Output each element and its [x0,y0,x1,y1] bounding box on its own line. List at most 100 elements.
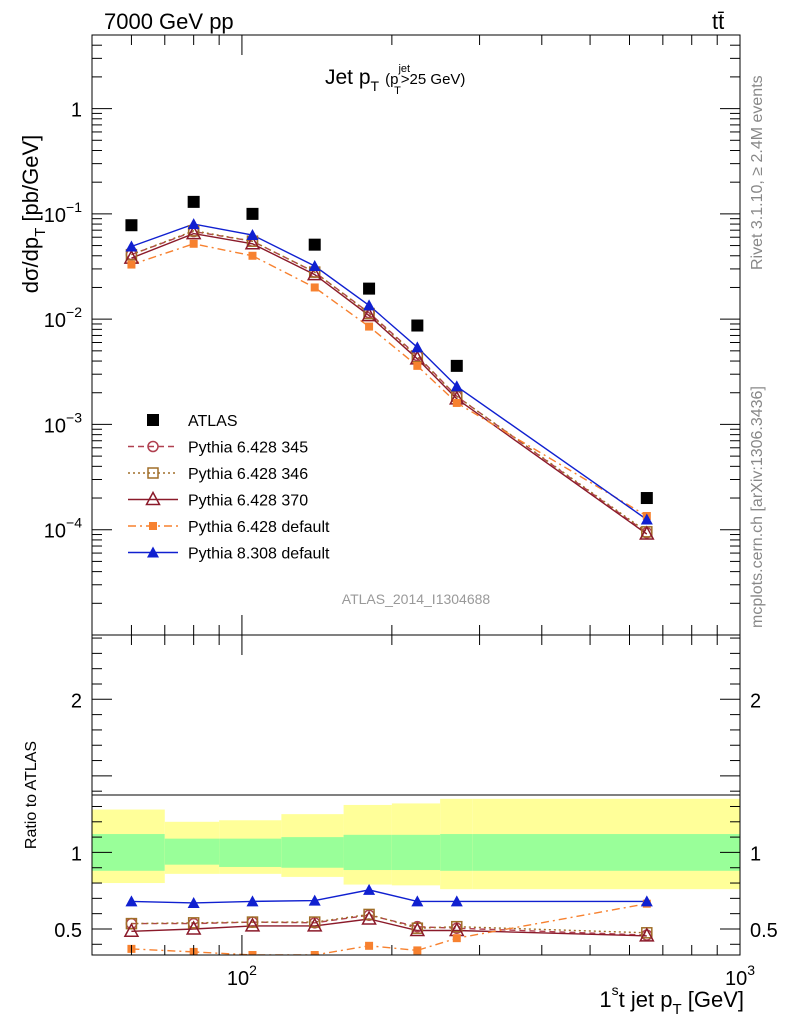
ratio-point-pythia-8-308-default [363,883,376,895]
ratio-point-pythia-8-308-default [450,895,463,907]
y-tick-label: 1 [71,100,82,122]
main-line-pythia-6-428-370 [131,232,648,535]
main-point-pythia-6-428-370 [244,235,261,250]
xlabel-sup: s [612,982,619,998]
legend-label-pythia-6-428-default: Pythia 6.428 default [188,519,330,536]
main-axis-ticks: 1 10−1 10−2 10−3 10−4 [44,34,741,636]
legend-label-pythia-6-428-370: Pythia 6.428 370 [188,493,308,510]
ratio-point-pythia-6-428-370 [185,920,202,935]
main-point-atlas [187,195,200,208]
main-point-pythia-6-428-370 [185,224,202,240]
main-point-pythia-6-428-default [365,322,374,331]
ratio-point-pythia-6-428-default [413,946,422,955]
ratio-point-pythia-6-428-346 [363,908,375,921]
header-left: 7000 GeV pp [104,9,234,34]
main-point-pythia-6-428-default [413,361,422,370]
main-line-pythia-6-428-default [131,243,648,517]
main-line-pythia-6-428-346 [131,230,648,533]
y-tick-label: 10−2 [44,304,82,332]
ratio-point-pythia-8-308-default [187,896,200,908]
stat-uncertainty-band [391,834,441,871]
header-right: tt̄ [712,9,724,34]
main-point-pythia-8-308-default [187,218,200,230]
legend-marker-pythia-6-428-default [149,522,157,530]
ratio-point-pythia-6-428-370 [123,922,140,938]
x-tick-label: 103 [725,962,755,990]
ratio-y-axis-label: Ratio to ATLAS [23,741,40,849]
y-tick-label: 10−3 [44,409,82,437]
ratio-line-pythia-6-428-default [131,903,647,955]
ratio-line-pythia-6-428-370 [131,918,647,937]
ratio-y-tick-label: 1 [750,843,761,865]
main-point-pythia-6-428-default [310,283,319,292]
main-line-pythia-6-428-345 [131,230,648,534]
main-point-pythia-6-428-370 [361,307,377,322]
ratio-axis-ticks: 0.5 0.5 1 1 2 2 102 103 [54,635,778,990]
ratio-point-pythia-8-308-default [308,894,321,906]
stat-uncertainty-band [343,834,392,871]
ylabel-main: dσ/dp [18,237,43,293]
ratio-point-pythia-8-308-default [246,895,259,907]
plot-title: Jet pT (pjet T>25 GeV) [325,63,465,97]
ratio-point-pythia-6-428-346 [308,916,321,928]
ratio-point-pythia-6-428-default [365,941,374,950]
legend-label-atlas: ATLAS [188,413,238,430]
main-point-atlas [411,319,424,332]
main-point-pythia-8-308-default [450,380,463,392]
title-cut-rest: >25 GeV) [401,71,466,88]
title-main-sub: T [371,78,380,94]
ratio-line-pythia-6-428-346 [131,913,647,934]
main-line-pythia-8-308-default [131,223,648,521]
main-series-lines [131,223,648,535]
legend-marker-pythia-6-428-370 [145,490,161,506]
main-point-pythia-6-428-default [127,260,136,269]
main-point-pythia-6-428-370 [306,266,323,281]
main-point-pythia-6-428-default [248,251,257,260]
stat-uncertainty-band [440,834,473,871]
ratio-point-pythia-6-428-default [248,951,257,955]
y-tick-label: 10−1 [44,199,82,227]
ylabel-sub: T [32,228,49,237]
ylabel-unit: [pb/GeV] [18,135,43,228]
ratio-point-pythia-6-428-346 [125,917,138,930]
ratio-point-pythia-6-428-default [452,934,461,943]
ratio-point-pythia-6-428-default [310,951,319,955]
legend-marker-pythia-8-308-default [147,546,159,558]
legend-marker-pythia-6-428-346 [147,467,159,479]
ratio-line-pythia-6-428-345 [131,914,647,936]
main-point-atlas [125,219,138,232]
ratio-point-pythia-6-428-370 [409,921,426,937]
main-point-pythia-6-428-default [452,398,461,407]
legend-label-pythia-6-428-345: Pythia 6.428 345 [188,440,308,457]
main-point-pythia-6-428-default [189,239,198,248]
ratio-y-tick-label: 2 [750,690,761,712]
legend-label-pythia-8-308-default: Pythia 8.308 default [188,546,330,563]
main-point-pythia-8-308-default [640,513,653,525]
ratio-point-pythia-6-428-370 [306,917,323,932]
main-point-pythia-8-308-default [363,299,376,311]
main-point-atlas [640,492,653,505]
ratio-y-tick-label: 0.5 [54,920,82,942]
main-point-pythia-8-308-default [246,228,259,240]
xlabel-unit: [GeV] [682,987,744,1012]
title-cut-open: (p [385,71,398,88]
xlabel-mid: t jet p [619,987,673,1012]
main-point-atlas [246,207,259,220]
mcplots-label: mcplots.cern.ch [arXiv:1306.3436] [749,386,766,628]
ratio-point-pythia-6-428-346 [187,917,200,929]
title-main: Jet p [325,66,371,89]
stat-uncertainty-band [164,838,220,865]
main-point-pythia-6-428-370 [639,525,655,540]
ratio-y-tick-label: 1 [71,843,82,865]
main-point-pythia-8-308-default [411,341,424,353]
ratio-point-pythia-8-308-default [125,895,138,907]
main-point-atlas [308,238,321,251]
title-cut-sub: T [394,85,401,97]
ratio-point-pythia-6-428-370 [244,917,261,932]
title-cut-sup: jet [397,63,410,75]
main-point-pythia-8-308-default [308,259,321,271]
ratio-series-lines [131,889,647,955]
main-y-axis-label: dσ/dpT [pb/GeV] [18,135,49,294]
ratio-point-pythia-8-308-default [411,895,424,907]
